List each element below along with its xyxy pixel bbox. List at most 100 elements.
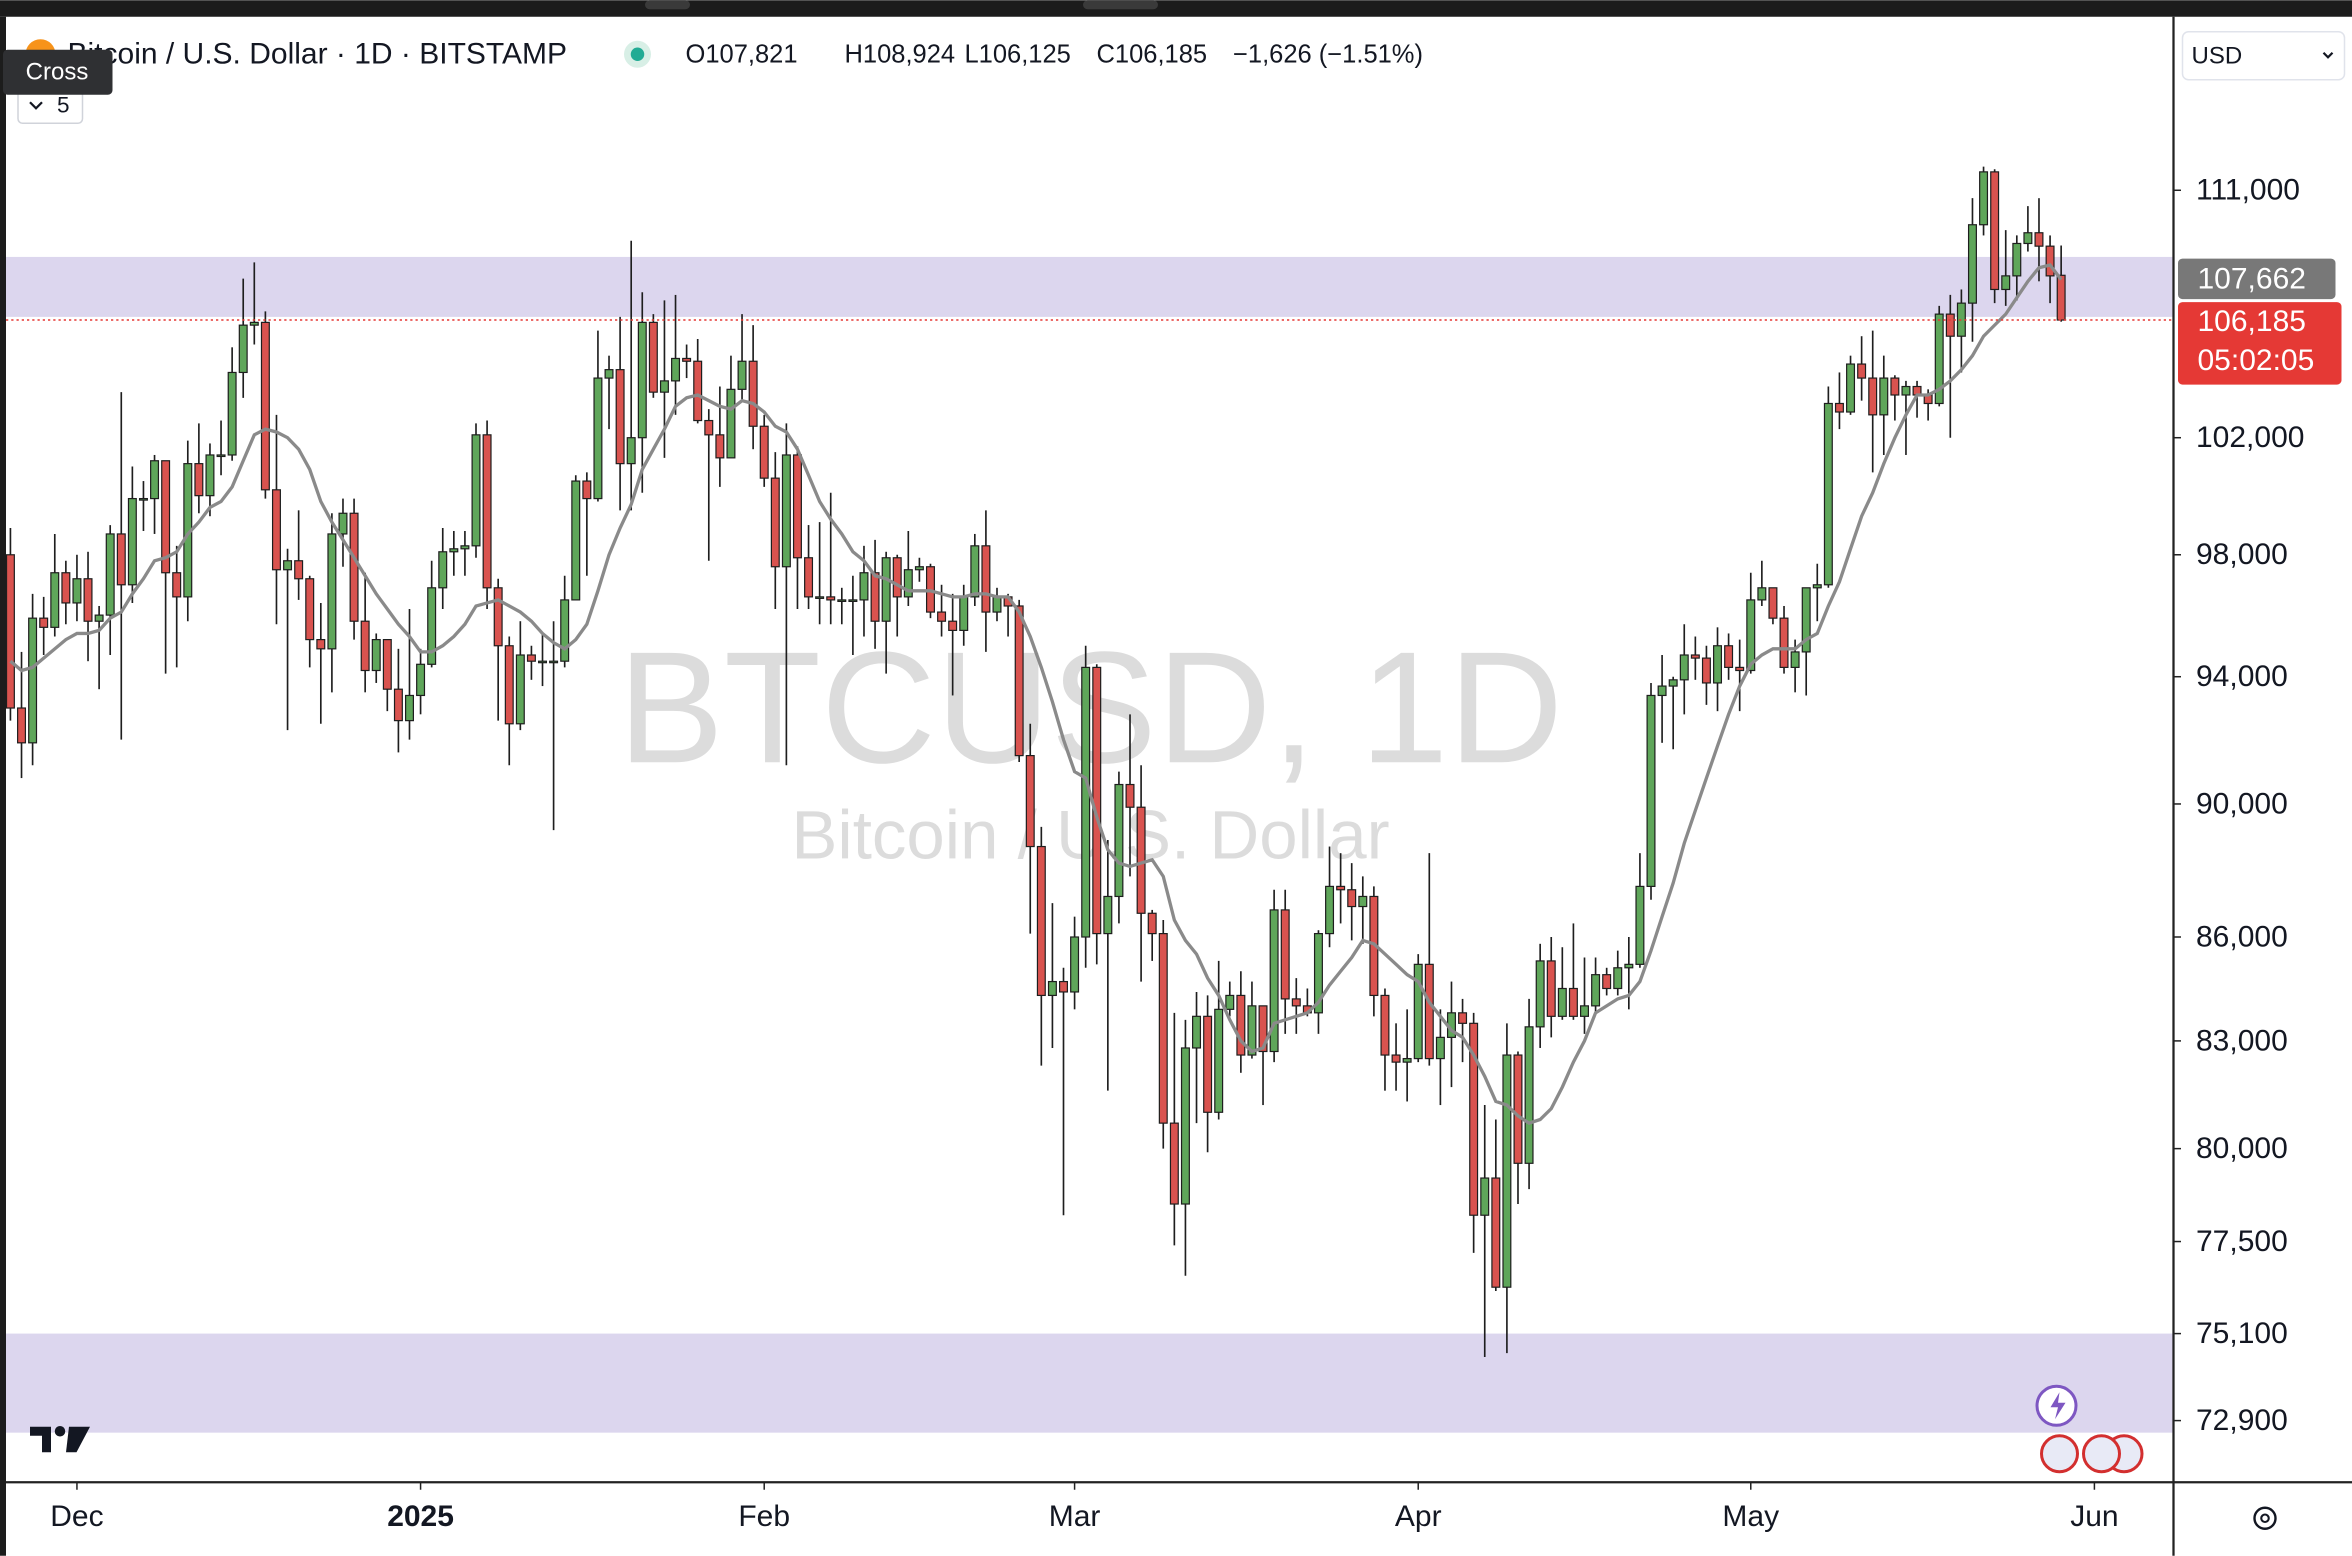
y-tick-label: 90,000 [2196, 787, 2288, 820]
candle-body [1125, 783, 1135, 808]
candle-body [1579, 1005, 1589, 1017]
y-tick-label: 86,000 [2196, 920, 2288, 953]
candle-body [482, 434, 492, 589]
currency-box[interactable] [2181, 30, 2346, 81]
y-tick-label: 77,500 [2196, 1225, 2288, 1258]
candle-body [1081, 666, 1091, 938]
indicators-toggle[interactable] [17, 89, 84, 124]
candle-body [1746, 599, 1756, 672]
candle-body [1336, 885, 1346, 891]
candle-body [150, 460, 160, 500]
candle-body [116, 533, 126, 586]
logo-part [66, 1426, 90, 1453]
candle-body [1646, 694, 1656, 888]
candle-body [1857, 363, 1867, 379]
candle-body [704, 419, 714, 436]
change: −1,626 (−1.51%) [1233, 40, 1423, 68]
event-flag[interactable] [2082, 1434, 2121, 1474]
y-tick-label: 83,000 [2196, 1024, 2288, 1057]
candle-body [881, 557, 891, 622]
candle-body [1325, 885, 1335, 935]
candle-body [770, 477, 780, 568]
candle-body [1535, 960, 1545, 1028]
y-tick-label: 94,000 [2196, 660, 2288, 693]
candle-body [138, 497, 148, 501]
candle-body [1070, 936, 1080, 993]
candle-body [792, 454, 802, 559]
candle-body [349, 512, 359, 622]
candle-body [1269, 909, 1279, 1053]
candle-body [1192, 1015, 1202, 1049]
gear[interactable] [2253, 1506, 2277, 1530]
candle-body [1491, 1177, 1501, 1288]
ma-price-label: 107,662 [2198, 262, 2306, 295]
candle-body [1014, 605, 1024, 757]
ohlc-open: O107,821 [686, 40, 798, 68]
countdown: 05:02:05 [2198, 344, 2315, 377]
candle-body [50, 572, 60, 628]
event-flag[interactable] [2040, 1434, 2079, 1474]
top-tab [1083, 0, 1158, 10]
candle-body [1834, 402, 1844, 413]
candle-body [72, 578, 82, 604]
candle-body [1424, 963, 1434, 1060]
candle-body [1247, 1005, 1257, 1056]
candle-body [626, 437, 636, 465]
currency-select[interactable]: USD [2181, 30, 2346, 81]
candle-body [604, 369, 614, 379]
watermark-symbol: BTCUSD, 1D [618, 618, 1563, 796]
candle-body [83, 578, 93, 622]
candle-body [560, 599, 570, 662]
candle-body [471, 434, 481, 547]
candle-body [1402, 1057, 1412, 1063]
candle-body [837, 599, 847, 603]
zone [6, 1333, 2174, 1433]
candle-body [859, 572, 869, 601]
settings[interactable] [2253, 1506, 2277, 1530]
candle-body [1380, 994, 1390, 1056]
candle-body [1047, 980, 1057, 997]
candle-body [294, 560, 304, 580]
candle-body [1613, 967, 1623, 990]
candle-body [1103, 895, 1113, 935]
candle-body [1203, 1015, 1213, 1113]
y-tick-label: 111,000 [2196, 174, 2300, 207]
candle-body [970, 545, 980, 598]
last-price-label: 106,185 [2198, 305, 2306, 338]
candle-body [504, 645, 514, 725]
candle-body [283, 560, 293, 571]
candle-body [948, 620, 958, 631]
candle-body [1790, 651, 1800, 668]
candle-body [1025, 754, 1035, 848]
candle-body [1347, 889, 1357, 908]
event-icons [2035, 1384, 2144, 1474]
candle-body [538, 660, 548, 664]
x-tick-label: May [1722, 1500, 1779, 1533]
candle-body [327, 533, 337, 650]
candle-body [804, 557, 814, 598]
candle-body [781, 454, 791, 568]
candle-body [1812, 584, 1822, 589]
candle-body [1036, 845, 1046, 997]
candle-body [1280, 909, 1290, 1000]
candle-body [1735, 666, 1745, 672]
candle-body [238, 324, 248, 374]
candle-body [1391, 1054, 1401, 1063]
candle-body [205, 454, 215, 497]
last-price-badge [2178, 302, 2342, 385]
candle-body [271, 489, 281, 571]
candle-body [172, 572, 182, 598]
price-axis: 111,000 102,000 98,000 94,000 90,000 86,000 83… [2173, 174, 2342, 1437]
candle-body [826, 596, 836, 601]
candle-body [2034, 232, 2044, 247]
candle-body [1990, 171, 2000, 291]
candle-body [305, 578, 315, 641]
candle-body [526, 654, 536, 662]
candle-body [1546, 960, 1556, 1017]
logo-part [54, 1426, 66, 1437]
candle-body [1879, 377, 1889, 416]
candle-body [671, 357, 681, 382]
candle-body [903, 569, 913, 598]
candle-body [449, 548, 459, 553]
